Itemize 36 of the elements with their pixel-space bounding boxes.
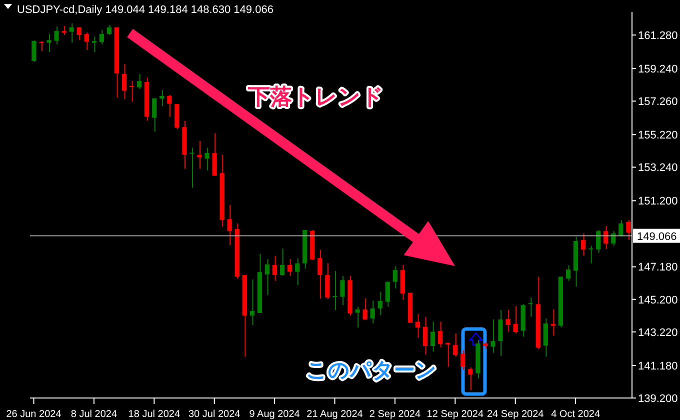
x-tick-label: 26 Jun 2024 <box>6 409 62 420</box>
x-tick-label: 4 Oct 2024 <box>551 409 600 420</box>
y-tick-label: 159.240 <box>638 63 678 76</box>
y-tick-label: 145.200 <box>638 294 678 306</box>
x-tick-label: 8 Jul 2024 <box>70 409 118 420</box>
candlestick <box>250 279 255 326</box>
candlestick <box>197 141 202 169</box>
candlestick <box>39 41 44 51</box>
x-tick-label: 24 Sep 2024 <box>487 409 544 420</box>
x-tick-label: 9 Aug 2024 <box>249 409 300 420</box>
y-tick-label: 155.220 <box>638 130 678 142</box>
ref-line-label: 149.066 <box>637 230 677 243</box>
x-tick-label: 30 Jul 2024 <box>188 409 241 420</box>
y-tick-label: 143.220 <box>638 326 678 339</box>
y-tick-label: 139.200 <box>638 392 678 405</box>
y-tick-label: 151.200 <box>638 196 678 208</box>
candlestick <box>588 246 594 264</box>
chart-title: USDJPY-cd,Daily 149.044 149.184 148.630 149.066 <box>17 4 274 16</box>
candlestick <box>446 342 450 367</box>
y-tick-label: 147.180 <box>638 262 678 274</box>
candlestick <box>92 36 96 52</box>
y-tick-label: 157.260 <box>638 96 678 108</box>
x-tick-label: 18 Jul 2024 <box>128 409 180 420</box>
candlestick <box>129 81 134 102</box>
candlestick <box>332 271 338 310</box>
annotation: 下落トレンド <box>247 85 384 110</box>
annotation: このパターン <box>306 358 437 382</box>
candlestick <box>550 309 556 336</box>
y-tick-label: 141.180 <box>638 360 678 372</box>
x-tick-label: 21 Aug 2024 <box>306 409 364 420</box>
y-tick-label: 153.240 <box>638 162 678 174</box>
y-tick-label: 161.280 <box>638 30 678 42</box>
x-tick-label: 2 Sep 2024 <box>369 409 421 420</box>
candlestick <box>190 148 194 188</box>
x-tick-label: 12 Sep 2024 <box>426 409 484 420</box>
candlestick <box>528 297 533 317</box>
